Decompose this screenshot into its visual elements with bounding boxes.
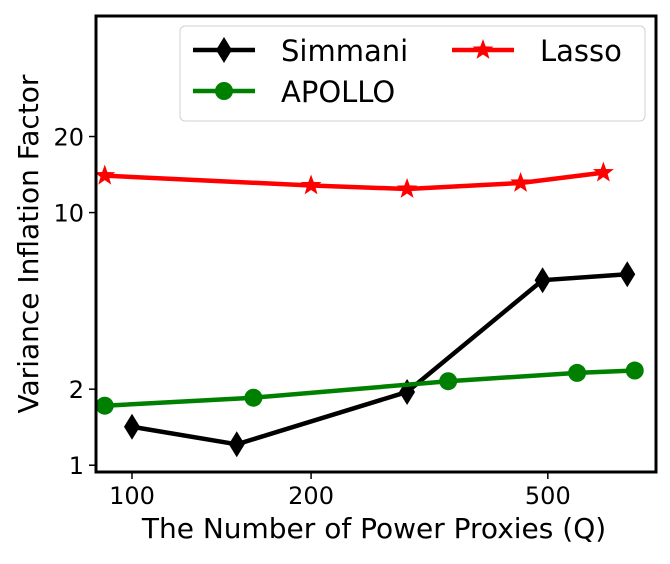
apollo-point xyxy=(244,388,263,407)
plot-frame xyxy=(94,14,658,474)
legend-label: Lasso xyxy=(540,34,622,68)
simmani-point xyxy=(534,267,551,294)
plot-area xyxy=(94,161,644,458)
legend-item-simmani: Simmani xyxy=(193,34,408,68)
legend-item-apollo: APOLLO xyxy=(193,75,395,109)
lasso-point xyxy=(510,171,532,192)
y-tick-label: 20 xyxy=(53,124,84,152)
lasso-point xyxy=(396,177,418,198)
legend-marker xyxy=(216,37,232,63)
apollo-point xyxy=(625,361,644,380)
x-axis-label: The Number of Power Proxies (Q) xyxy=(141,512,606,545)
series-lasso xyxy=(94,161,614,198)
y-tick-label: 1 xyxy=(69,452,84,480)
x-tick-label: 500 xyxy=(525,482,571,510)
legend-label: APOLLO xyxy=(281,75,395,109)
simmani-point xyxy=(123,413,140,440)
y-tick-label: 10 xyxy=(53,200,84,228)
simmani-point xyxy=(228,431,245,458)
lasso-point xyxy=(300,174,322,195)
lasso-point xyxy=(592,161,614,182)
legend-frame xyxy=(179,25,646,122)
y-axis-label: Variance Inflation Factor xyxy=(12,74,45,413)
x-tick-label: 200 xyxy=(288,482,334,510)
legend-marker xyxy=(472,39,494,59)
y-tick-label: 2 xyxy=(69,376,84,404)
x-tick-label: 100 xyxy=(109,482,155,510)
apollo-point xyxy=(439,372,458,391)
simmani-point xyxy=(619,261,636,288)
legend-items: Simmani APOLLO Lasso xyxy=(193,34,622,109)
series-simmani xyxy=(123,261,636,458)
legend-item-lasso: Lasso xyxy=(452,34,622,68)
series-apollo xyxy=(95,361,644,415)
apollo-point xyxy=(95,396,114,415)
legend: Simmani APOLLO Lasso xyxy=(179,25,646,122)
axes: 100 200 500 1 2 10 20 xyxy=(53,124,570,510)
legend-label: Simmani xyxy=(281,34,408,68)
apollo-point xyxy=(568,363,587,382)
lasso-point xyxy=(94,164,116,185)
legend-marker xyxy=(215,82,233,100)
